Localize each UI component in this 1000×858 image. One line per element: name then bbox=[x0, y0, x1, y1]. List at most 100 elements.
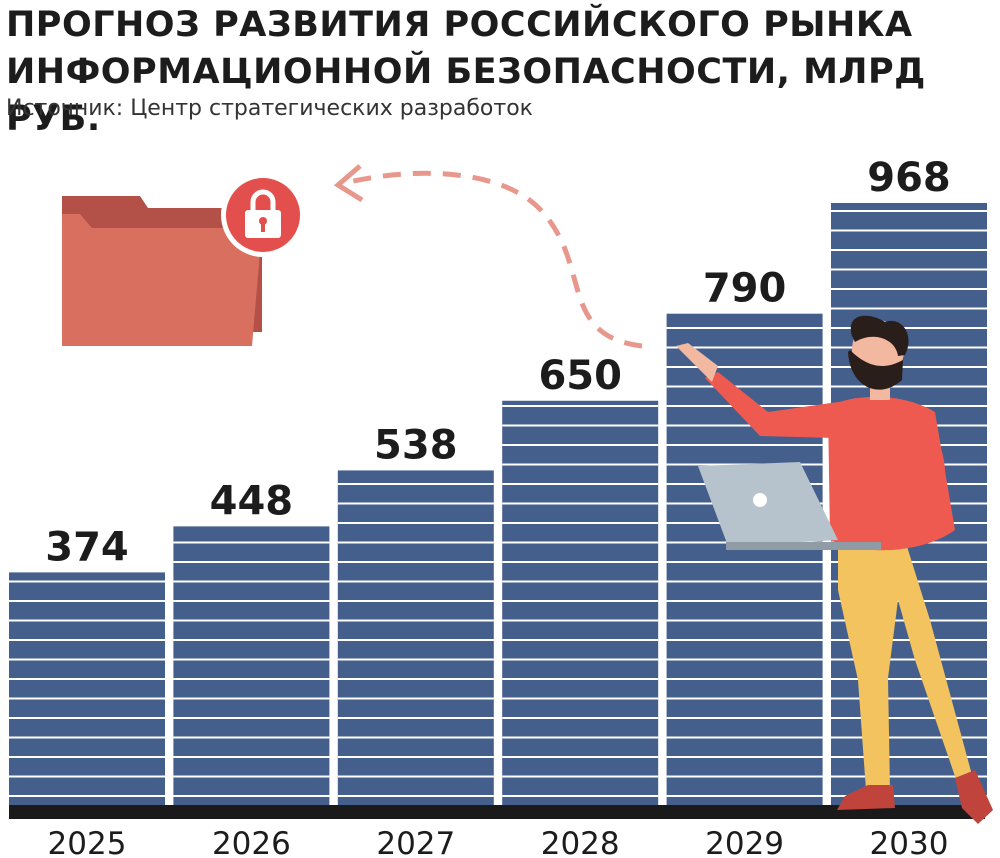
bar-stripe bbox=[666, 444, 823, 446]
bar-stripe bbox=[831, 249, 987, 251]
bar-stripe bbox=[502, 483, 659, 485]
bar-value-label: 448 bbox=[210, 478, 294, 524]
bar-stripe bbox=[502, 775, 659, 778]
dashed-arrow-icon bbox=[333, 164, 643, 349]
bar-stripe bbox=[502, 717, 659, 719]
bar-stripe bbox=[502, 795, 659, 797]
bar-value-label: 374 bbox=[45, 524, 129, 570]
bar-stripe bbox=[666, 561, 823, 563]
bar-stripe bbox=[831, 756, 987, 758]
bar-stripe bbox=[666, 619, 823, 622]
bar-stripe bbox=[831, 346, 987, 349]
bar-stripe bbox=[831, 639, 987, 641]
bar-stripe bbox=[9, 717, 165, 719]
bars-layer: 374 2025 448 2026 538 2027 650 2028 790 2029 968 20… bbox=[9, 155, 987, 858]
bar-stripe bbox=[337, 697, 494, 700]
source-note: Источник: Центр стратегических разработо… bbox=[6, 96, 533, 121]
bar-stripe bbox=[337, 775, 494, 778]
bar-stripe bbox=[173, 580, 330, 583]
bar-stripe bbox=[831, 288, 987, 290]
bar-stripe bbox=[666, 736, 823, 739]
bar-stripe bbox=[831, 697, 987, 700]
bar-stripe bbox=[337, 541, 494, 544]
bar-stripe bbox=[337, 795, 494, 797]
bar-stripe bbox=[666, 717, 823, 719]
x-tick-label: 2026 bbox=[212, 826, 291, 858]
bar-stripe bbox=[9, 600, 165, 602]
bar-stripe bbox=[337, 756, 494, 758]
bar-stripe bbox=[173, 697, 330, 700]
bar-stripe bbox=[502, 600, 659, 602]
bar-stripe bbox=[337, 600, 494, 602]
bar-value-label: 650 bbox=[538, 353, 622, 399]
bar-stripe bbox=[831, 775, 987, 778]
bar-stripe bbox=[9, 775, 165, 778]
bar-stripe bbox=[173, 561, 330, 563]
title-line-2: ИНФОРМАЦИОННОЙ БЕЗОПАСНОСТИ, МЛРД РУБ. bbox=[6, 52, 926, 139]
bar-stripe bbox=[173, 658, 330, 661]
bar-stripe bbox=[831, 678, 987, 680]
bar-stripe bbox=[666, 658, 823, 661]
bar-stripe bbox=[502, 502, 659, 505]
bar-stripe bbox=[9, 580, 165, 583]
bar-stripe bbox=[337, 639, 494, 641]
bar-2025 bbox=[9, 572, 165, 805]
bar-stripe bbox=[502, 405, 659, 407]
lock-icon bbox=[221, 173, 305, 257]
bar-stripe bbox=[502, 619, 659, 622]
bar-stripe bbox=[9, 658, 165, 661]
bar-value-label: 538 bbox=[374, 422, 458, 468]
bar-stripe bbox=[666, 580, 823, 583]
bar-stripe bbox=[502, 444, 659, 446]
folder-icon bbox=[62, 196, 262, 346]
bar-stripe bbox=[666, 756, 823, 758]
bar-stripe bbox=[666, 424, 823, 427]
bar-stripe bbox=[666, 697, 823, 700]
bar-stripe bbox=[666, 639, 823, 641]
bar-stripe bbox=[502, 697, 659, 700]
bar-stripe bbox=[502, 561, 659, 563]
baseline bbox=[9, 805, 985, 819]
bar-stripe bbox=[502, 658, 659, 661]
bar-stripe bbox=[337, 717, 494, 719]
chart-title: ПРОГНОЗ РАЗВИТИЯ РОССИЙСКОГО РЫНКА ИНФОР… bbox=[6, 2, 1000, 143]
bar-stripe bbox=[666, 346, 823, 349]
bar-stripe bbox=[831, 385, 987, 388]
x-tick-label: 2028 bbox=[541, 826, 620, 858]
bar-stripe bbox=[502, 463, 659, 466]
bar-stripe bbox=[173, 756, 330, 758]
bar-stripe bbox=[173, 736, 330, 739]
bar-stripe bbox=[666, 385, 823, 388]
bar-stripe bbox=[502, 678, 659, 680]
bar-stripe bbox=[831, 268, 987, 271]
person-illustration bbox=[676, 315, 993, 824]
bar-stripe bbox=[831, 736, 987, 739]
bar-stripe bbox=[831, 307, 987, 310]
bar-stripe bbox=[9, 756, 165, 758]
bar-stripe bbox=[666, 600, 823, 602]
bar-stripe bbox=[173, 619, 330, 622]
bar-stripe bbox=[831, 658, 987, 661]
bar-stripe bbox=[337, 736, 494, 739]
bar-value-label: 790 bbox=[703, 266, 787, 312]
bar-stripe bbox=[666, 678, 823, 680]
bar-stripe bbox=[173, 541, 330, 544]
bar-stripe bbox=[666, 795, 823, 797]
bar-stripe bbox=[9, 639, 165, 641]
bar-stripe bbox=[502, 639, 659, 641]
bar-stripe bbox=[502, 736, 659, 739]
bar-stripe bbox=[9, 678, 165, 680]
bar-stripe bbox=[831, 717, 987, 719]
bar-stripe bbox=[337, 561, 494, 563]
bar-stripe bbox=[502, 580, 659, 583]
bar-stripe bbox=[666, 327, 823, 329]
bar-stripe bbox=[9, 795, 165, 797]
bar-stripe bbox=[9, 619, 165, 622]
title-line-1: ПРОГНОЗ РАЗВИТИЯ РОССИЙСКОГО РЫНКА bbox=[6, 5, 913, 45]
bar-stripe bbox=[831, 210, 987, 212]
bar-2026 bbox=[173, 526, 330, 805]
bar-stripe bbox=[337, 522, 494, 524]
bar-stripe bbox=[337, 619, 494, 622]
bar-stripe bbox=[502, 522, 659, 524]
